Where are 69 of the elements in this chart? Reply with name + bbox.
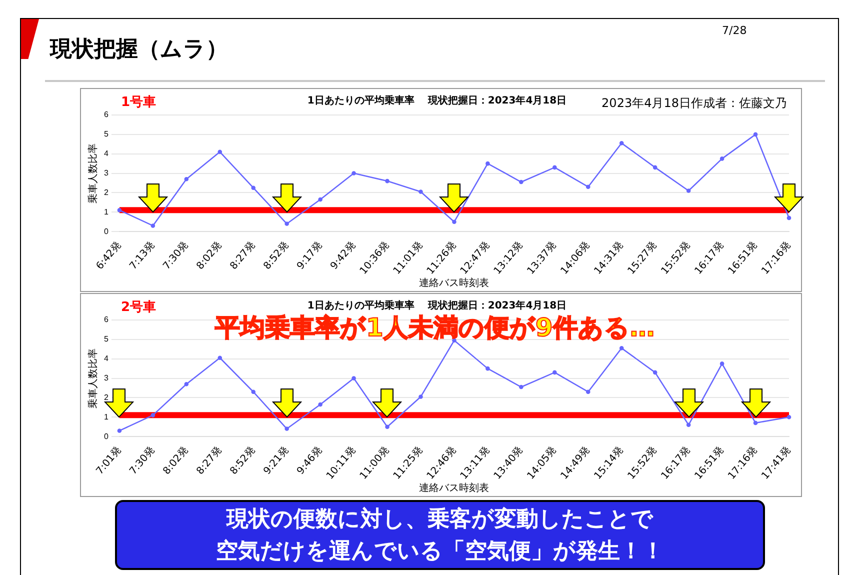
y-tick-label: 1	[104, 207, 109, 216]
y-tick-label: 6	[104, 110, 109, 120]
point	[184, 382, 189, 386]
point	[753, 420, 758, 426]
point	[753, 132, 758, 137]
text: 7/28	[722, 24, 747, 37]
point	[284, 426, 289, 431]
point	[218, 356, 222, 360]
x-axis-title: 連絡バス時刻表	[419, 482, 490, 494]
point	[218, 150, 222, 154]
point	[251, 390, 256, 394]
point	[686, 188, 691, 193]
point	[150, 224, 156, 228]
point	[352, 376, 356, 380]
text: 現状把握（ムラ）	[50, 36, 228, 64]
y-tick-label: 0	[104, 226, 109, 236]
point	[486, 366, 490, 371]
chart-subtitle: 2号車	[121, 299, 156, 316]
y-tick-label: 2	[104, 188, 109, 197]
point	[284, 222, 289, 226]
text: 空気だけを運んでいる「空気便」が発生！！	[215, 538, 665, 566]
point	[385, 424, 390, 429]
point	[552, 165, 557, 170]
point	[418, 394, 423, 399]
point	[720, 156, 724, 161]
y-tick-label: 5	[104, 130, 109, 139]
point	[519, 384, 524, 390]
y-tick-label: 3	[104, 373, 109, 382]
point	[352, 171, 356, 176]
chart-subtitle: 1号車	[121, 94, 156, 111]
point	[519, 180, 524, 184]
y-tick-label: 3	[104, 168, 109, 178]
y-tick-label: 6	[104, 315, 109, 324]
annotation: 平均乗車率が1人未満の便が9件ある…	[215, 312, 655, 344]
point	[184, 176, 189, 182]
point	[150, 413, 156, 418]
y-axis-title: 乗車人数比率	[86, 348, 99, 408]
point	[117, 208, 122, 212]
point	[619, 141, 624, 146]
point	[552, 370, 557, 375]
point	[652, 165, 658, 170]
point	[720, 362, 724, 366]
point	[586, 390, 590, 394]
y-tick-label: 2	[104, 392, 109, 402]
y-axis-title: 乗車人数比率	[86, 143, 99, 204]
point	[686, 422, 691, 428]
chart-title: 1日あたりの平均乗車率 現状把握日：2023年4月18日	[307, 94, 567, 107]
y-tick-label: 0	[104, 432, 109, 441]
point	[452, 220, 456, 224]
point	[251, 186, 256, 190]
point	[318, 402, 322, 407]
y-tick-label: 1	[104, 412, 109, 422]
point	[786, 414, 792, 420]
point	[117, 428, 122, 433]
point	[619, 346, 624, 350]
point	[318, 197, 322, 202]
point	[385, 178, 390, 184]
y-tick-label: 4	[104, 149, 109, 158]
y-tick-label: 4	[104, 354, 109, 364]
x-axis-title: 連絡バス時刻表	[419, 276, 490, 289]
point	[418, 190, 423, 194]
text: 現状の便数に対し、乗客が変動したことで	[225, 506, 654, 534]
point	[486, 161, 490, 166]
point	[786, 216, 792, 220]
point	[652, 370, 658, 375]
chart-title: 1日あたりの平均乗車率 現状把握日：2023年4月18日	[307, 300, 567, 312]
point	[586, 184, 590, 190]
text: 2023年4月18日作成者：佐藤文乃	[602, 95, 787, 112]
y-tick-label: 5	[104, 334, 109, 344]
